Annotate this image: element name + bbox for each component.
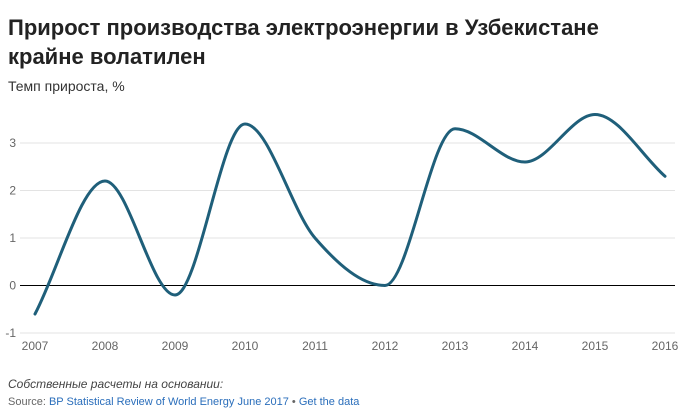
x-tick-label: 2016 xyxy=(652,339,679,353)
x-tick-label: 2007 xyxy=(22,339,49,353)
y-tick-label: 1 xyxy=(9,231,16,245)
footer-source: Source: BP Statistical Review of World E… xyxy=(8,396,359,408)
chart-title: Прирост производства электроэнергии в Уз… xyxy=(8,15,599,69)
x-tick-label: 2008 xyxy=(92,339,119,353)
get-data-link[interactable]: Get the data xyxy=(298,396,360,408)
x-tick-label: 2009 xyxy=(162,339,189,353)
x-tick-label: 2012 xyxy=(372,339,399,353)
x-tick-label: 2010 xyxy=(232,339,259,353)
source-separator: • xyxy=(288,396,299,408)
y-tick-label: 0 xyxy=(9,279,16,293)
source-link[interactable]: BP Statistical Review of World Energy Ju… xyxy=(48,396,289,408)
x-tick-label: 2014 xyxy=(512,339,539,353)
y-tick-label: 2 xyxy=(9,184,16,198)
x-tick-label: 2011 xyxy=(302,339,328,353)
source-prefix: Source: xyxy=(8,396,49,408)
y-tick-label: 3 xyxy=(9,136,16,150)
x-tick-label: 2015 xyxy=(582,339,609,353)
x-tick-label: 2013 xyxy=(442,339,469,353)
y-axis-label: Темп прироста, % xyxy=(8,78,125,94)
y-tick-label: -1 xyxy=(5,326,16,340)
series-line xyxy=(33,113,667,316)
footer-note: Собственные расчеты на основании: xyxy=(8,377,224,391)
